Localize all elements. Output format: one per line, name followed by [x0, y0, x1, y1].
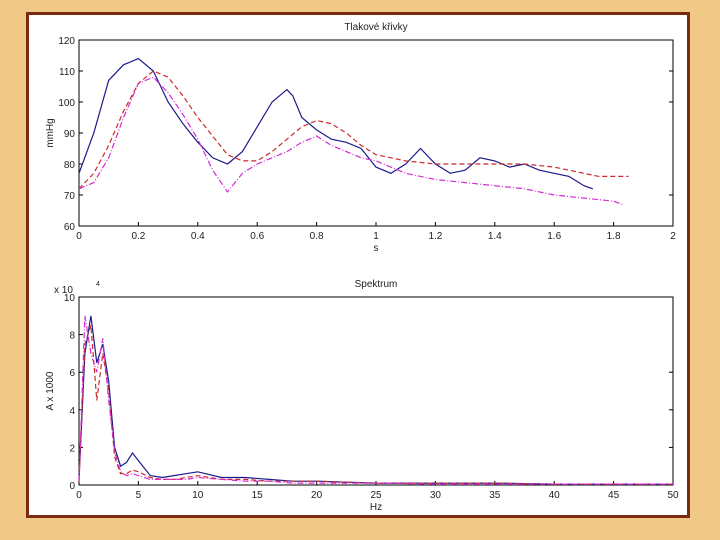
pressure-x-axis-label: s [374, 243, 379, 254]
pressure-y-tick-label: 80 [64, 160, 76, 171]
spectrum-y-tick-label: 8 [69, 331, 75, 342]
pressure-x-tick-label: 0 [76, 231, 82, 242]
pressure-x-tick-label: 0.8 [310, 231, 324, 242]
spectrum-x-tick-label: 35 [489, 490, 501, 501]
pressure-series-blue [78, 57, 593, 190]
spectrum-x-tick-label: 50 [667, 490, 679, 501]
pressure-x-tick-label: 0.2 [131, 231, 145, 242]
pressure-series-red [78, 70, 629, 190]
pressure-y-tick-label: 90 [64, 129, 76, 140]
spectrum-scale-multiplier: x 10 [54, 285, 73, 296]
spectrum-x-tick-label: 30 [430, 490, 442, 501]
pressure-x-tick-label: 0.4 [191, 231, 205, 242]
spectrum-series-red [78, 325, 673, 485]
spectrum-x-tick-label: 45 [608, 490, 620, 501]
pressure-x-tick-label: 0.6 [250, 231, 264, 242]
pressure-x-tick-label: 1 [373, 231, 379, 242]
pressure-y-tick-label: 120 [58, 36, 75, 47]
pressure-x-tick-label: 1.8 [607, 231, 621, 242]
spectrum-x-tick-label: 40 [549, 490, 561, 501]
spectrum-scale-exponent: 4 [96, 281, 100, 288]
pressure-y-tick-label: 60 [64, 222, 76, 233]
spectrum-y-tick-label: 2 [69, 443, 75, 454]
spectrum-y-tick-label: 4 [69, 406, 75, 417]
spectrum-series-magenta [78, 315, 673, 485]
pressure-y-tick-label: 100 [58, 98, 75, 109]
pressure-y-axis-label: mmHg [45, 118, 56, 147]
pressure-chart-title: Tlakové křivky [344, 22, 407, 33]
pressure-series-magenta [78, 76, 623, 205]
pressure-x-tick-label: 1.2 [428, 231, 442, 242]
spectrum-x-tick-label: 5 [136, 490, 142, 501]
spectrum-chart-title: Spektrum [355, 279, 398, 290]
pressure-y-tick-label: 110 [59, 67, 75, 78]
slide-frame [26, 12, 690, 518]
spectrum-x-tick-label: 25 [370, 490, 382, 501]
spectrum-x-axis-label: Hz [370, 502, 382, 513]
pressure-x-tick-label: 1.6 [547, 231, 561, 242]
spectrum-y-tick-label: 10 [64, 293, 76, 304]
pressure-x-tick-label: 2 [670, 231, 676, 242]
pressure-y-tick-label: 70 [64, 191, 76, 202]
spectrum-axes-box [78, 296, 674, 486]
spectrum-series-blue [78, 315, 673, 485]
spectrum-x-tick-label: 20 [311, 490, 323, 501]
spectrum-y-tick-label: 0 [69, 481, 75, 492]
pressure-x-tick-label: 1.4 [488, 231, 502, 242]
spectrum-y-axis-label: A x 1000 [45, 371, 56, 410]
spectrum-x-tick-label: 10 [192, 490, 204, 501]
spectrum-y-tick-label: 6 [69, 368, 75, 379]
spectrum-x-tick-label: 0 [76, 490, 82, 501]
spectrum-x-tick-label: 15 [252, 490, 264, 501]
